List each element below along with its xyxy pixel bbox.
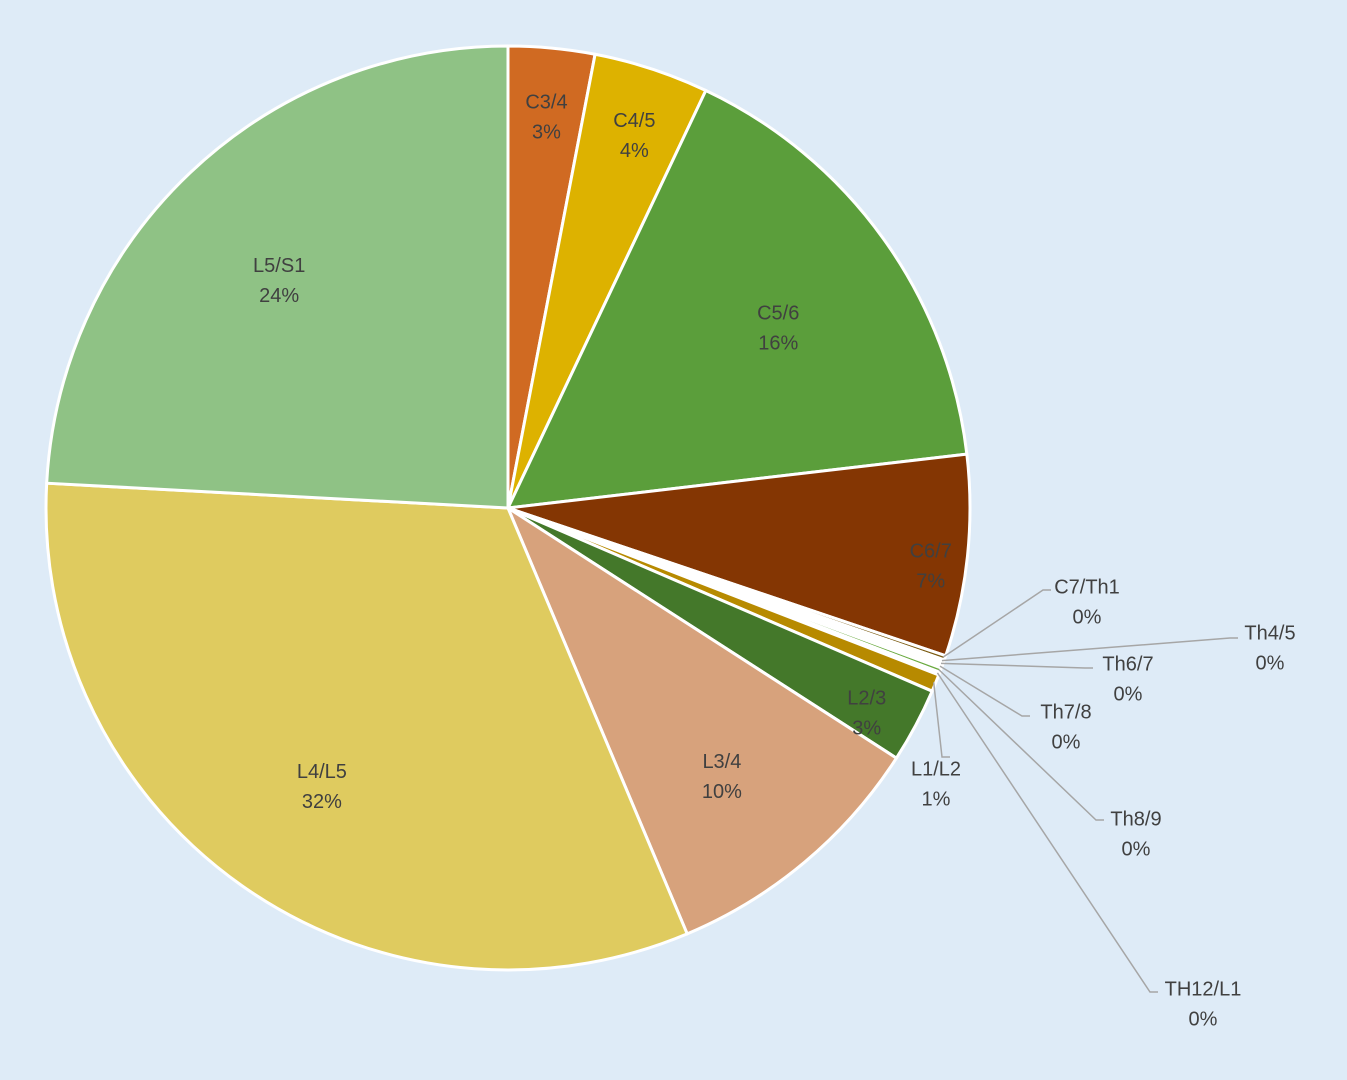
slice-label-th6-7: Th6/7: [1102, 653, 1153, 675]
slice-label-c5-6: C5/6: [757, 302, 799, 324]
pie-slice-l4-l5: [44, 481, 689, 972]
leader-line-th6-7: [940, 662, 1093, 669]
leader-line-th8-9: [938, 668, 1104, 821]
slice-label-c6-7: C6/7: [910, 541, 952, 563]
slice-value-c7-th1: 0%: [1073, 606, 1102, 628]
slice-value-th7-8: 0%: [1052, 731, 1081, 753]
slice-value-th4-5: 0%: [1256, 652, 1285, 674]
slice-label-c7-th1: C7/Th1: [1054, 576, 1120, 598]
slice-label-th4-5: Th4/5: [1244, 622, 1295, 644]
slice-label-th7-8: Th7/8: [1040, 701, 1091, 723]
slice-label-th12-l1: TH12/L1: [1165, 978, 1242, 1000]
slice-value-l5-s1: 24%: [259, 285, 299, 307]
slice-label-c3-4: C3/4: [525, 92, 567, 114]
slice-value-l1-l2: 1%: [922, 788, 951, 810]
pie-slice-c5-6: [506, 88, 969, 510]
slice-value-l2-3: 3%: [852, 718, 881, 740]
leader-line-th4-5: [941, 637, 1238, 662]
slice-label-c4-5: C4/5: [613, 110, 655, 132]
leader-line-th12-l1: [936, 672, 1158, 993]
slice-value-c3-4: 3%: [532, 122, 561, 144]
slice-value-c6-7: 7%: [916, 571, 945, 593]
slice-label-l5-s1: L5/S1: [253, 255, 305, 277]
leader-line-l1-l2: [932, 682, 950, 758]
slice-value-th12-l1: 0%: [1189, 1008, 1218, 1030]
slice-value-th8-9: 0%: [1122, 838, 1151, 860]
slice-label-th8-9: Th8/9: [1110, 808, 1161, 830]
slice-value-c4-5: 4%: [620, 140, 649, 162]
pie-slice-l3-4: [506, 506, 898, 936]
leader-line-c7-th1: [942, 589, 1051, 658]
slice-value-l4-l5: 32%: [302, 791, 342, 813]
pie-slice-l5-s1: [45, 44, 510, 510]
slice-value-th6-7: 0%: [1114, 683, 1143, 705]
leader-line-th7-8: [939, 665, 1030, 717]
slice-label-l1-l2: L1/L2: [911, 758, 961, 780]
slice-value-c5-6: 16%: [758, 332, 798, 354]
slice-label-l4-l5: L4/L5: [297, 761, 347, 783]
slice-label-l2-3: L2/3: [847, 688, 886, 710]
slice-value-l3-4: 10%: [702, 781, 742, 803]
pie-slice-c6-7: [506, 452, 972, 658]
slice-label-l3-4: L3/4: [702, 751, 741, 773]
